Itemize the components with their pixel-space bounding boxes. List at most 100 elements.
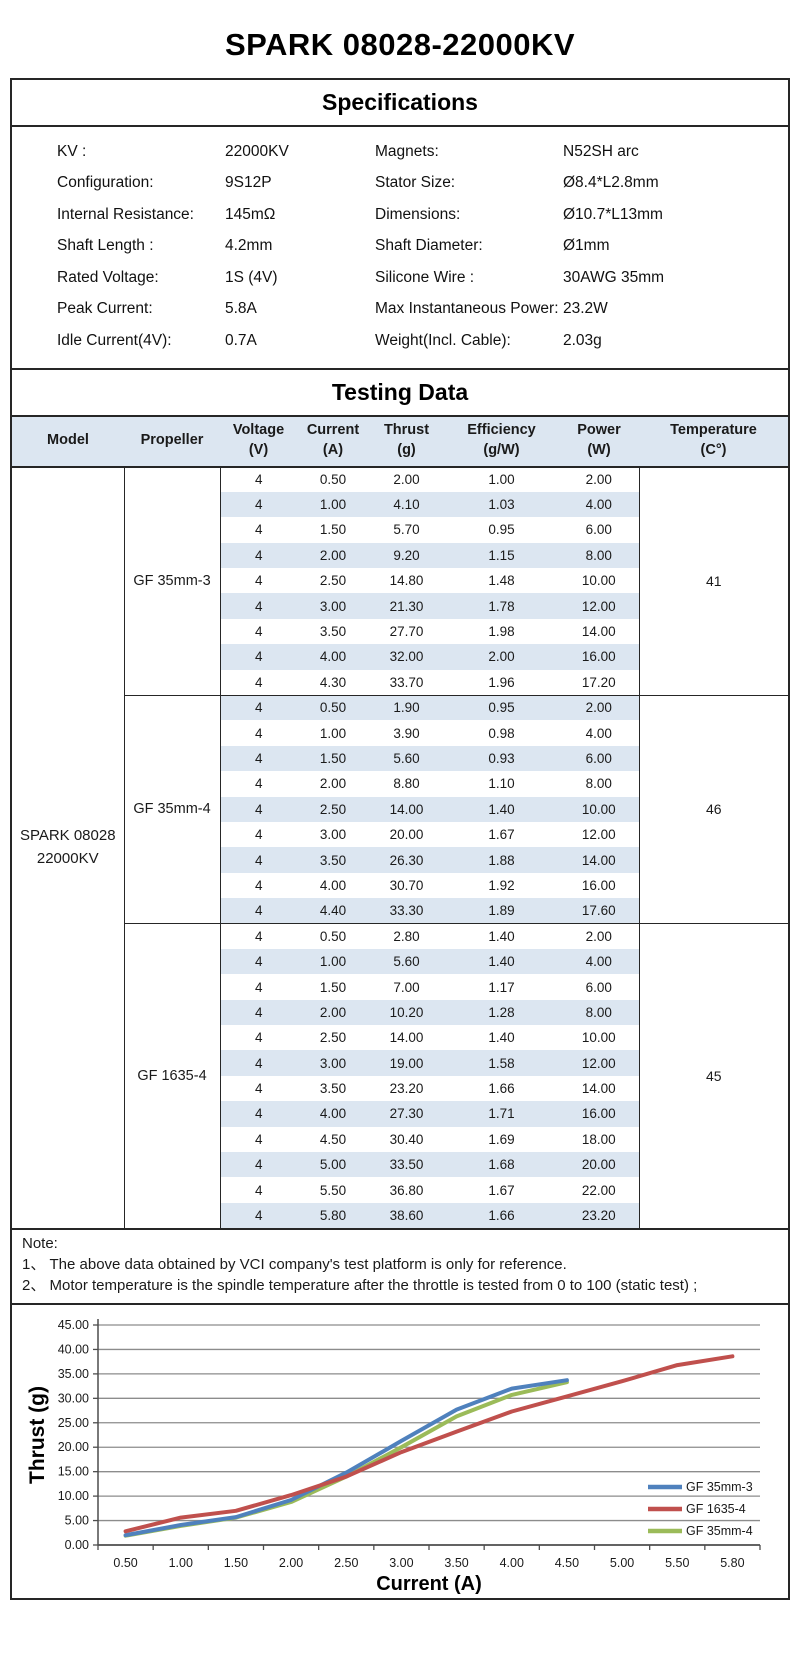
data-cell: 21.30 [369,593,444,619]
spec-value: 5.8A [225,300,257,318]
x-axis-title: Current (A) [376,1573,482,1595]
data-cell: 4 [254,1182,263,1198]
data-cell: 4.50 [319,1131,347,1147]
x-tick-label: 2.50 [334,1556,358,1570]
y-axis-title: Thrust (g) [26,1386,49,1484]
data-cell: 1.71 [444,1101,559,1127]
data-cell: 2.50 [297,796,369,822]
data-cell: 4.00 [319,877,347,893]
data-cell: 30.40 [389,1131,424,1147]
testing-data-table: Model Propeller Voltage (V) Current (A) Thrust… [12,416,788,1229]
data-cell: 3.00 [319,827,347,843]
table-row: 4 3.00 20.00 1.67 12.00 [12,822,788,847]
data-cell: 1.40 [444,948,559,975]
data-cell: 1.00 [297,491,369,518]
column-header: Efficiency (g/W) [444,416,559,468]
y-tick-label: 40.00 [58,1343,89,1357]
data-cell: 17.20 [581,674,616,690]
data-cell: 8.00 [559,542,639,569]
data-cell: 1.00 [297,948,369,975]
table-row: 4 4.00 27.30 1.71 16.00 [12,1101,788,1127]
data-cell: 3.50 [319,624,347,640]
table-row: 4 1.50 5.60 0.93 6.00 [12,745,788,772]
data-cell: 26.30 [369,847,444,873]
data-cell: 10.00 [581,1030,616,1046]
table-row: GF 1635-4 4 0.50 2.80 1.40 2.00 45 [12,923,788,1229]
thrust-vs-current-chart: 0.00 5.00 10.00 15.00 20.00 25.00 30.00 35.00 40… [26,1318,761,1595]
data-cell: 1.40 [444,796,559,822]
data-cell: 4 [220,796,297,822]
spec-value: 30AWG 35mm [563,268,665,286]
note-section: Note: 1、 The above data obtained by VCI … [10,1228,790,1306]
table-row: 4 2.50 14.80 1.48 10.00 [12,568,788,593]
table-row: 4 3.00 19.00 1.58 12.00 [12,1050,788,1076]
data-cell: 1.66 [444,1202,559,1229]
data-cell: 4 [254,624,263,640]
table-row: GF 35mm-4 4 0.50 1.90 0.95 2.00 46 [12,694,788,924]
spec-label: Dimensions: [375,205,461,223]
data-cell: 12.00 [559,1050,639,1076]
data-cell: 0.95 [488,522,515,538]
data-cell: 4 [220,1101,297,1127]
data-cell: 4 [254,1131,263,1147]
data-cell: 10.00 [581,573,616,589]
data-cell: 1.00 [319,725,347,741]
data-cell: 12.00 [559,593,639,619]
x-tick-label: 5.80 [720,1556,744,1570]
data-cell: 4 [254,776,263,792]
data-cell: 5.60 [369,948,444,975]
data-cell: 4 [220,1202,297,1229]
data-cell: 14.00 [581,624,616,640]
spec-value: 4.2mm [225,237,273,255]
data-cell: 3.50 [319,1081,347,1097]
spec-label: Stator Size: [375,174,456,192]
table-row: 4 2.50 14.00 1.40 10.00 [12,1025,788,1050]
note-heading: Note: [22,1235,58,1253]
data-cell: 4.00 [297,644,369,670]
data-cell: 10.20 [369,999,444,1026]
column-header: Temperature (C°) [639,416,788,468]
spec-value: N52SH arc [563,142,639,160]
data-cell: 0.50 [297,923,369,949]
spec-value: Ø10.7*L13mm [563,205,663,223]
data-cell: 0.50 [319,472,347,488]
legend-label: GF 35mm-3 [686,1480,753,1494]
data-cell: 4.00 [585,725,612,741]
spec-label: Max Instantaneous Power: [375,300,559,318]
testing-data-section-header: Testing Data [10,367,790,417]
spec-label: Internal Resistance: [57,205,194,223]
spec-label: Shaft Diameter: [375,237,483,255]
data-cell: 2.00 [559,923,639,949]
spec-value: 9S12P [225,174,272,192]
data-cell: 1.50 [319,979,347,995]
table-row: 4 2.50 14.00 1.40 10.00 [12,796,788,822]
table-row: 4 5.00 33.50 1.68 20.00 [12,1152,788,1178]
data-cell: 2.00 [393,472,420,488]
page-title: SPARK 08028-22000KV [224,27,576,62]
data-cell: 4 [220,1152,297,1178]
y-tick-label: 10.00 [58,1489,89,1503]
data-cell: 4 [254,877,263,893]
data-cell: 4.40 [297,898,369,924]
table-body: SPARK 08028 22000KV GF 35mm-3 4 0.50 2.00 1.00… [12,466,788,1229]
table-row: 4 5.80 38.60 1.66 23.20 [12,1202,788,1229]
specifications-grid: KV : 22000KV Magnets: N52SH arc Configuratio… [12,127,788,368]
table-row: 4 4.50 30.40 1.69 18.00 [12,1127,788,1152]
column-header: Current (A) [297,416,369,468]
data-cell: 4.10 [369,491,444,518]
data-cell: 1.40 [444,923,559,949]
column-header: Propeller [124,416,220,468]
data-cell: 1.03 [444,491,559,518]
data-cell: 4 [254,472,263,488]
data-cell: 1.67 [488,1182,515,1198]
column-header: Thrust (g) [369,416,444,468]
data-cell: 5.80 [297,1202,369,1229]
data-cell: 2.50 [319,1030,347,1046]
data-cell: 33.30 [369,898,444,924]
table-row: 4 2.00 9.20 1.15 8.00 [12,542,788,569]
spec-label: Weight(Incl. Cable): [375,331,511,349]
table-row: 4 4.00 32.00 2.00 16.00 [12,644,788,670]
chart-section: 0.00 5.00 10.00 15.00 20.00 25.00 30.00 35.00 40… [10,1303,790,1601]
table-header-row: Model Propeller Voltage (V) Current (A) Thrust… [12,416,788,468]
specifications-title: Specifications [12,80,788,127]
